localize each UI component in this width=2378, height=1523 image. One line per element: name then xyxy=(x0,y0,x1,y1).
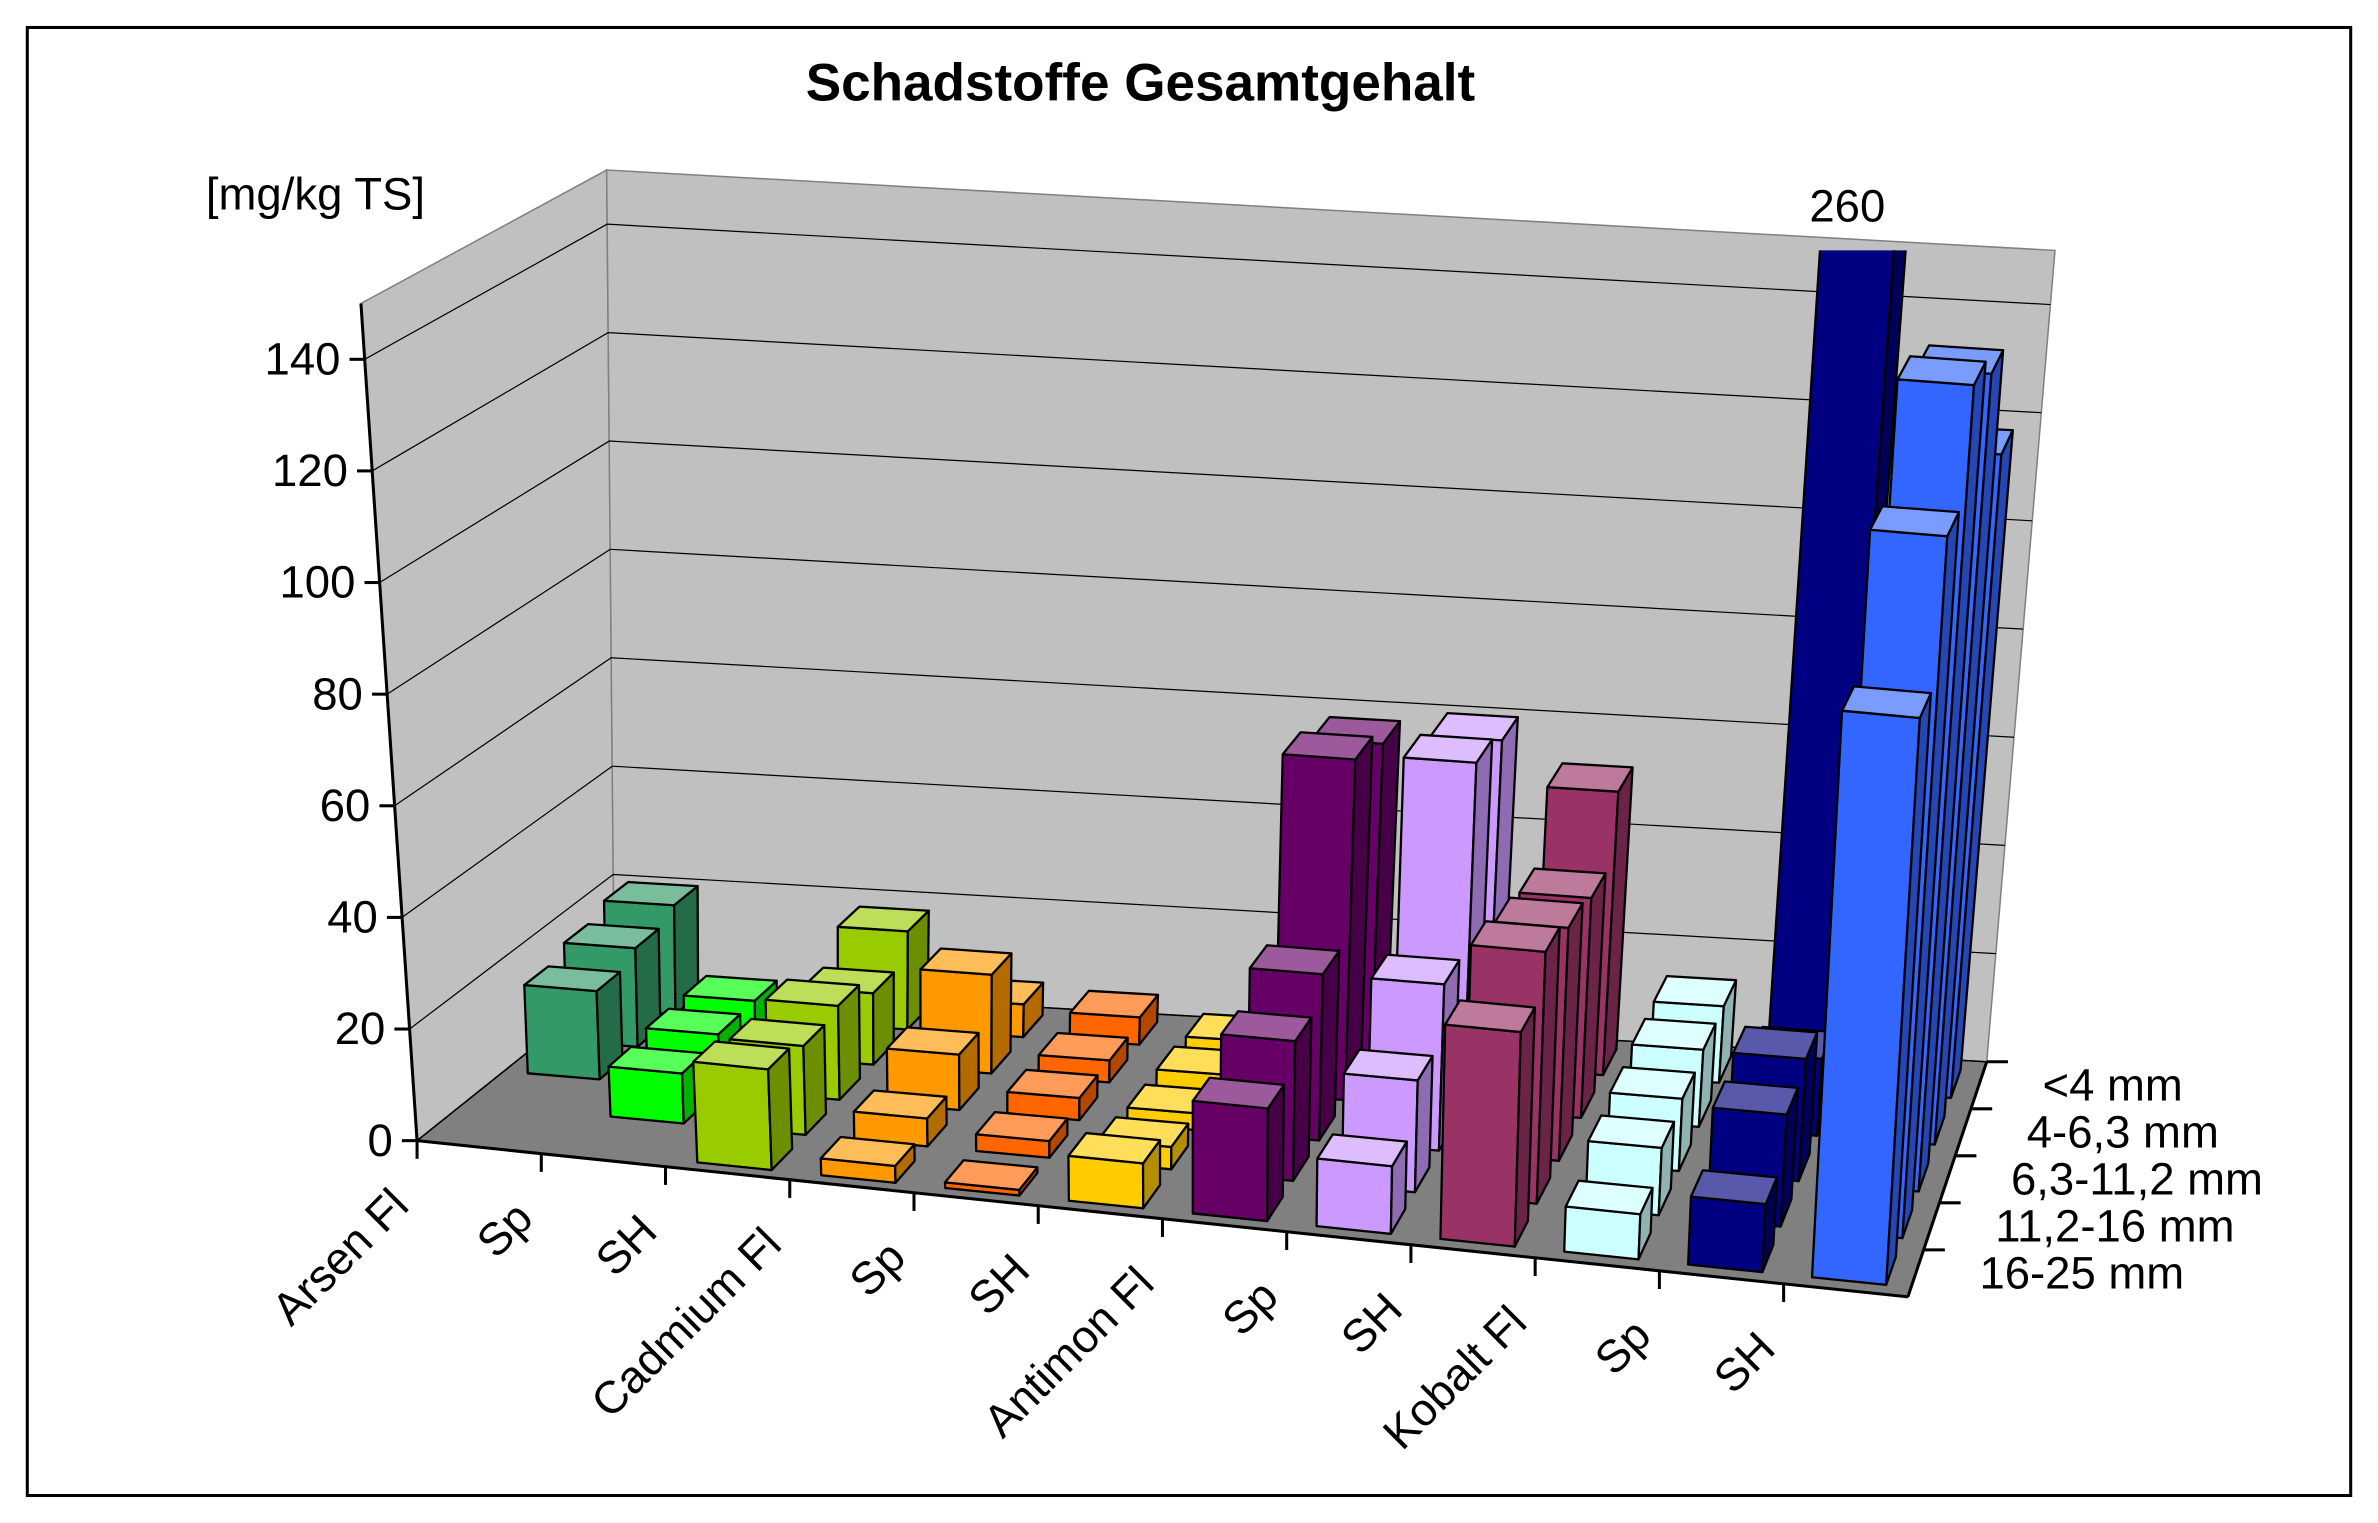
grid-line xyxy=(394,657,2015,807)
bar-top xyxy=(1248,944,1341,976)
bar-top xyxy=(562,922,660,950)
bar-top xyxy=(644,1007,742,1036)
bar-top xyxy=(1732,1025,1819,1061)
bar-top xyxy=(1518,867,1607,900)
y-tick-label: 140 xyxy=(265,333,341,384)
bar-top xyxy=(1281,731,1374,761)
bar-top xyxy=(1689,1169,1778,1206)
bar-top xyxy=(1316,1133,1408,1168)
y-tick-label: 80 xyxy=(312,668,363,719)
bar-top xyxy=(1546,762,1634,793)
bar-side xyxy=(1291,1016,1313,1182)
bar-top xyxy=(1711,1080,1799,1116)
bar-top xyxy=(1868,505,1960,538)
bar xyxy=(974,1110,1069,1159)
bar xyxy=(1686,1169,1778,1274)
bar-front xyxy=(1191,1099,1269,1223)
bar xyxy=(1439,999,1536,1248)
bar-front xyxy=(607,1065,685,1125)
bar xyxy=(1315,1133,1408,1236)
bar-top xyxy=(1191,1076,1286,1110)
bar-top xyxy=(1896,355,1987,387)
bar-front xyxy=(1686,1195,1767,1274)
depth-label: <4 mm xyxy=(2043,1059,2183,1110)
bar-top xyxy=(1608,1065,1696,1100)
bar xyxy=(607,1045,707,1125)
bar-top xyxy=(602,880,699,907)
depth-label: 16-25 mm xyxy=(1979,1248,2184,1299)
bar-top xyxy=(1564,1179,1654,1216)
y-tick-label: 0 xyxy=(367,1115,392,1166)
grid-line xyxy=(386,548,2024,695)
bar-top xyxy=(1402,733,1494,764)
bar xyxy=(692,1040,794,1172)
bar-front xyxy=(692,1060,773,1172)
bar-top xyxy=(1037,1031,1129,1062)
depth-label: 6,3-11,2 mm xyxy=(2011,1153,2263,1204)
bar xyxy=(1006,1068,1099,1122)
bar-top xyxy=(885,1026,980,1056)
bar-top xyxy=(1840,685,1933,720)
depth-label: 11,2-16 mm xyxy=(1995,1200,2234,1251)
bar xyxy=(852,1089,948,1148)
depth-label: 4-6,3 mm xyxy=(2027,1106,2219,1157)
y-tick-label: 60 xyxy=(320,780,371,831)
bar-top xyxy=(1469,920,1561,953)
bar xyxy=(1067,1131,1162,1210)
chart-title: Schadstoffe Gesamtgehalt xyxy=(806,53,1476,112)
bar-top xyxy=(974,1110,1069,1143)
bar-front xyxy=(1315,1157,1394,1236)
bar-top xyxy=(919,947,1013,976)
bars xyxy=(523,250,2014,1287)
grid-line xyxy=(364,223,2051,360)
y-tick-label: 120 xyxy=(272,445,348,496)
bar-top xyxy=(523,965,622,993)
bar-front xyxy=(523,983,601,1081)
bar-top xyxy=(692,1040,791,1071)
bar-top xyxy=(1006,1068,1099,1100)
bar xyxy=(1037,1031,1129,1084)
bar-top xyxy=(836,905,930,933)
bar xyxy=(819,1135,916,1184)
bar-top xyxy=(852,1089,948,1120)
bar xyxy=(1810,685,1933,1287)
value-label: 260 xyxy=(1809,181,1885,232)
bar-top xyxy=(1220,1010,1313,1043)
bar-top xyxy=(1652,974,1738,1008)
bar-top xyxy=(764,978,861,1007)
grid-line xyxy=(379,440,2033,584)
bar-front xyxy=(1067,1154,1145,1210)
bar xyxy=(1191,1076,1286,1223)
bar-top xyxy=(728,1017,826,1048)
bar-top xyxy=(1370,953,1461,986)
grid-line xyxy=(401,765,2005,918)
bar-top xyxy=(1342,1048,1434,1082)
y-tick-label: 20 xyxy=(335,1003,386,1054)
depth-axis xyxy=(1906,1061,1989,1298)
y-tick-label: 100 xyxy=(279,557,355,608)
bar-top xyxy=(1630,1017,1717,1051)
bar-front xyxy=(1439,1023,1522,1248)
bar-top xyxy=(819,1135,916,1168)
bar xyxy=(523,965,624,1081)
bar xyxy=(1563,1179,1654,1261)
bar-top xyxy=(682,974,778,1002)
y-tick-label: 40 xyxy=(327,892,378,943)
y-axis xyxy=(359,303,419,1141)
bar-top xyxy=(1587,1114,1676,1150)
bar-top xyxy=(1068,989,1160,1019)
bar-top xyxy=(943,1159,1039,1192)
y-axis-label: [mg/kg TS] xyxy=(206,168,425,219)
bar-front xyxy=(1563,1205,1642,1261)
bar xyxy=(943,1159,1039,1197)
grid-line xyxy=(371,331,2042,472)
bar-top xyxy=(1444,999,1536,1034)
bar-top xyxy=(1067,1131,1162,1165)
